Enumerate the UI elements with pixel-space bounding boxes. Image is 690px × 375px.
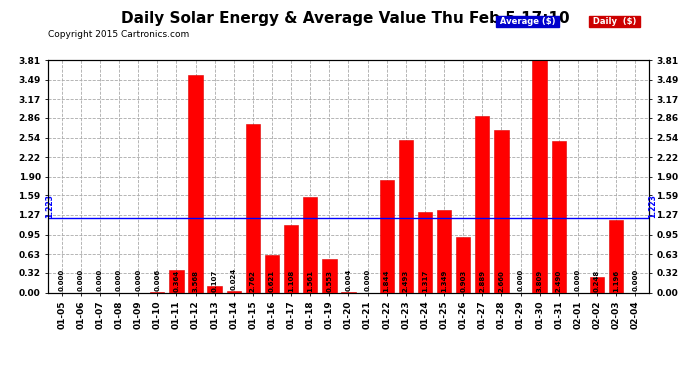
Text: 0.000: 0.000	[632, 269, 638, 291]
Text: 0.000: 0.000	[575, 269, 581, 291]
Text: 0.248: 0.248	[594, 270, 600, 292]
Text: 0.006: 0.006	[155, 269, 160, 291]
Text: 2.762: 2.762	[250, 270, 256, 292]
Text: 0.000: 0.000	[364, 269, 371, 291]
Text: 0.364: 0.364	[173, 270, 179, 292]
Text: 1.223: 1.223	[45, 194, 54, 218]
Text: 0.024: 0.024	[230, 268, 237, 290]
Text: 0.000: 0.000	[97, 269, 103, 291]
Bar	[399, 140, 413, 292]
Text: 2.889: 2.889	[480, 270, 485, 292]
Text: 1.196: 1.196	[613, 270, 619, 292]
Bar	[533, 60, 546, 292]
Text: 2.660: 2.660	[498, 270, 504, 292]
Text: 0.553: 0.553	[326, 270, 333, 292]
Text: 3.568: 3.568	[193, 270, 199, 292]
Text: 1.223: 1.223	[649, 194, 658, 218]
Text: Daily  ($): Daily ($)	[590, 17, 639, 26]
Text: 0.621: 0.621	[269, 270, 275, 292]
Bar	[551, 141, 566, 292]
Bar	[322, 259, 337, 292]
Bar	[246, 124, 260, 292]
Bar	[494, 130, 509, 292]
Bar	[437, 210, 451, 292]
Text: 0.107: 0.107	[212, 270, 217, 292]
Text: 0.000: 0.000	[59, 269, 65, 291]
Text: 0.000: 0.000	[135, 269, 141, 291]
Text: Average ($): Average ($)	[497, 17, 558, 26]
Text: 1.561: 1.561	[307, 270, 313, 292]
Bar	[169, 270, 184, 292]
Text: 0.000: 0.000	[78, 269, 83, 291]
Bar	[188, 75, 203, 292]
Text: 0.903: 0.903	[460, 270, 466, 292]
Bar	[609, 219, 623, 292]
Bar	[265, 255, 279, 292]
Bar	[590, 278, 604, 292]
Text: 0.000: 0.000	[116, 269, 122, 291]
Text: Daily Solar Energy & Average Value Thu Feb 5 17:10: Daily Solar Energy & Average Value Thu F…	[121, 11, 569, 26]
Text: 0.000: 0.000	[518, 269, 524, 291]
Bar	[226, 291, 241, 292]
Text: 1.317: 1.317	[422, 270, 428, 292]
Bar	[456, 237, 471, 292]
Text: Copyright 2015 Cartronics.com: Copyright 2015 Cartronics.com	[48, 30, 190, 39]
Text: 3.809: 3.809	[537, 270, 542, 292]
Bar	[303, 197, 317, 292]
Text: 1.844: 1.844	[384, 269, 390, 292]
Bar	[417, 212, 432, 292]
Text: 1.349: 1.349	[441, 270, 447, 292]
Text: 2.490: 2.490	[555, 270, 562, 292]
Bar	[284, 225, 298, 292]
Bar	[380, 180, 394, 292]
Bar	[475, 116, 489, 292]
Text: 2.493: 2.493	[403, 270, 408, 292]
Text: 0.004: 0.004	[346, 268, 351, 291]
Bar	[208, 286, 221, 292]
Text: 1.108: 1.108	[288, 270, 294, 292]
